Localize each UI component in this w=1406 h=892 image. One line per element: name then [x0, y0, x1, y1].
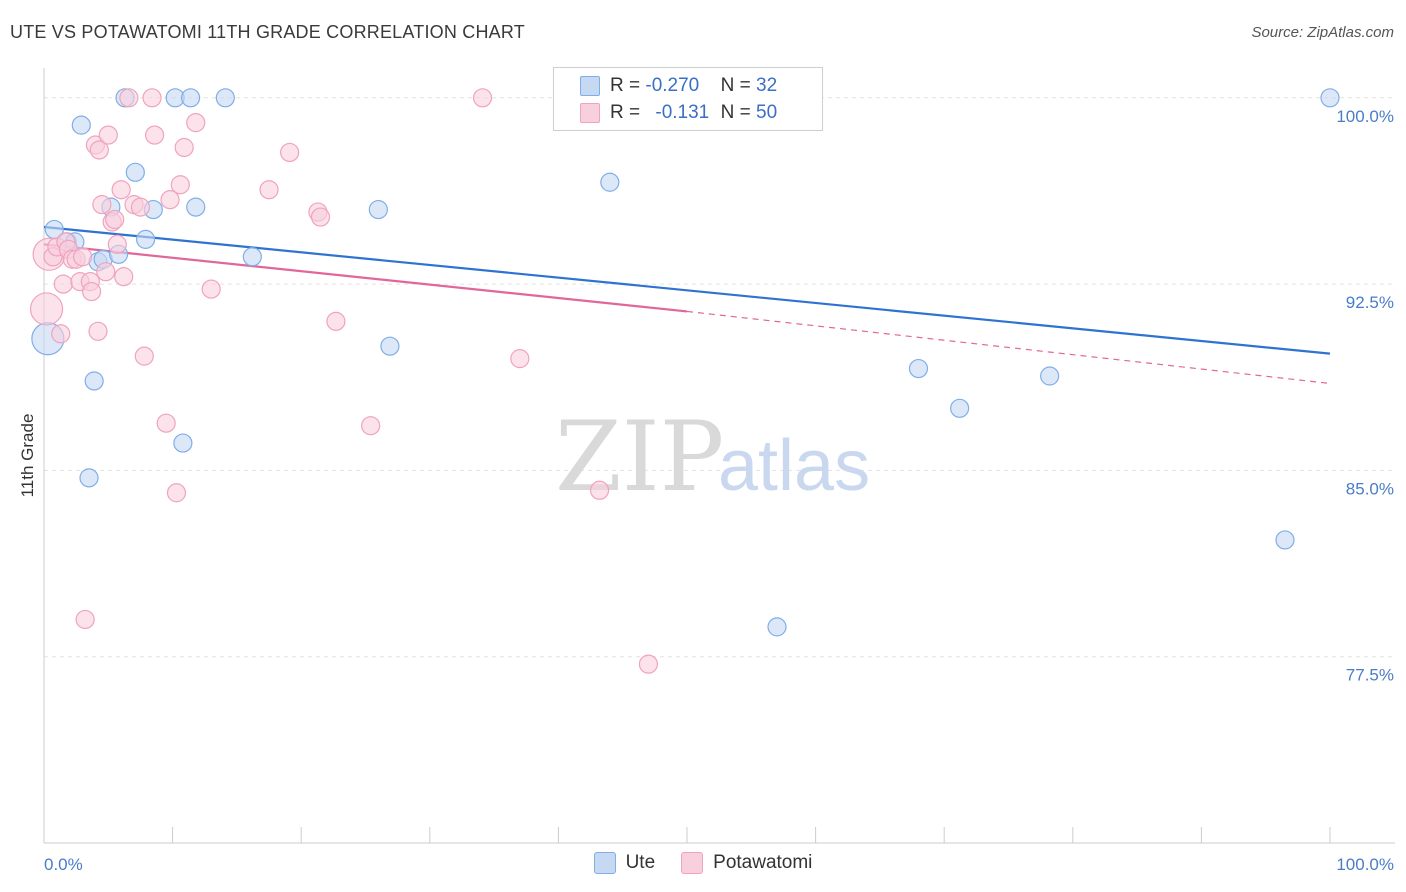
point-ute — [125, 162, 145, 182]
point-ute — [368, 199, 388, 220]
point-potawatomi — [114, 267, 134, 287]
point-potawatomi — [130, 197, 151, 217]
legend-n-potawatomi: 50 — [756, 102, 778, 123]
point-potawatomi — [51, 324, 71, 344]
series-legend-swatch-potawatomi — [681, 852, 704, 874]
point-potawatomi — [638, 654, 659, 674]
series-legend-label-ute: Ute — [625, 852, 656, 873]
point-potawatomi — [134, 346, 154, 366]
trendline-extension-potawatomi — [686, 310, 1331, 385]
legend-r-label-potawatomi: R = — [610, 102, 646, 123]
point-potawatomi — [174, 137, 194, 158]
legend-swatch-ute — [580, 76, 600, 96]
point-ute — [173, 433, 193, 453]
series-legend-ute[interactable]: Ute — [593, 852, 656, 874]
point-potawatomi — [144, 125, 165, 145]
y-tick-label: 92.5% — [1346, 293, 1394, 312]
point-potawatomi — [88, 321, 108, 341]
point-ute — [908, 358, 929, 379]
point-potawatomi — [201, 279, 221, 299]
legend-r-label-ute: R = — [610, 75, 646, 96]
series-legend-swatch-ute — [593, 852, 616, 874]
point-ute — [1275, 530, 1295, 550]
trendline-potawatomi — [43, 243, 688, 313]
point-potawatomi — [107, 234, 127, 254]
point-potawatomi — [589, 480, 610, 500]
x-tick-label-max: 100.0% — [1336, 855, 1394, 874]
point-ute — [71, 115, 91, 135]
point-potawatomi — [98, 125, 118, 145]
watermark: ZIP atlas — [555, 401, 870, 513]
point-ute — [186, 197, 206, 217]
point-potawatomi — [92, 195, 112, 215]
point-potawatomi — [361, 416, 381, 436]
point-potawatomi — [510, 349, 530, 369]
point-potawatomi — [186, 113, 206, 133]
point-ute — [380, 336, 400, 356]
watermark-atlas: atlas — [718, 426, 870, 506]
legend-n-label-potawatomi: N = — [715, 102, 757, 123]
point-potawatomi — [326, 311, 346, 331]
series-legend-label-potawatomi: Potawatomi — [713, 852, 813, 873]
y-axis-title: 11th Grade — [18, 414, 37, 498]
point-ute — [950, 398, 970, 418]
point-potawatomi — [259, 180, 279, 200]
point-ute — [242, 247, 262, 267]
x-tick-label-min: 0.0% — [44, 855, 83, 874]
point-potawatomi — [96, 262, 116, 282]
point-ute — [1320, 88, 1340, 108]
trendline-ute — [43, 225, 1331, 355]
point-potawatomi — [89, 140, 109, 160]
y-tick-label: 100.0% — [1336, 107, 1394, 126]
axes-layer — [43, 68, 1395, 844]
legend-row-ute: R = -0.270 N = 32 — [554, 73, 777, 99]
point-potawatomi — [81, 281, 102, 302]
legend-row-potawatomi: R = -0.131 N = 50 — [554, 100, 777, 126]
point-potawatomi — [170, 175, 190, 195]
series-legend: Ute Potawatomi — [0, 852, 1406, 874]
y-tick-label: 85.0% — [1346, 479, 1394, 498]
point-potawatomi — [156, 413, 176, 433]
point-potawatomi — [160, 190, 180, 210]
chart-title: UTE VS POTAWATOMI 11TH GRADE CORRELATION… — [10, 22, 525, 42]
point-ute — [600, 172, 620, 192]
legend-swatch-potawatomi — [580, 103, 600, 123]
series-legend-potawatomi[interactable]: Potawatomi — [681, 852, 812, 874]
legend-r-ute: -0.270 — [645, 75, 700, 96]
point-potawatomi — [105, 209, 125, 230]
legend-n-ute: 32 — [756, 75, 778, 96]
trend-layer — [43, 225, 1331, 385]
point-potawatomi — [310, 207, 331, 227]
point-ute — [215, 88, 235, 108]
point-potawatomi — [75, 609, 95, 630]
point-potawatomi — [142, 88, 162, 108]
legend-r-potawatomi: -0.131 — [655, 102, 710, 123]
watermark-zip: ZIP — [555, 401, 724, 513]
labels-layer: 100.0% 92.5% 85.0% 77.5% 0.0% 100.0% 11th Grad… — [18, 107, 1394, 874]
point-ute — [1040, 366, 1060, 386]
point-ute — [79, 468, 99, 488]
point-ute — [181, 88, 201, 108]
point-potawatomi — [166, 483, 187, 503]
point-ute — [767, 617, 787, 637]
point-potawatomi — [111, 180, 131, 200]
chart-source: Source: ZipAtlas.com — [1251, 24, 1394, 41]
point-ute — [135, 229, 156, 249]
legend-n-label-ute: N = — [715, 75, 757, 96]
point-potawatomi — [29, 292, 64, 326]
point-potawatomi — [119, 88, 139, 108]
point-potawatomi — [280, 142, 300, 163]
stats-legend: R = -0.270 N = 32 R = -0.131 N = 50 — [553, 67, 823, 131]
point-potawatomi — [472, 88, 493, 108]
grid-layer — [44, 97, 1395, 658]
y-tick-label: 77.5% — [1346, 666, 1394, 685]
point-potawatomi — [53, 274, 73, 294]
points-layer — [29, 88, 1340, 674]
point-potawatomi — [72, 247, 93, 267]
point-ute — [84, 371, 104, 391]
